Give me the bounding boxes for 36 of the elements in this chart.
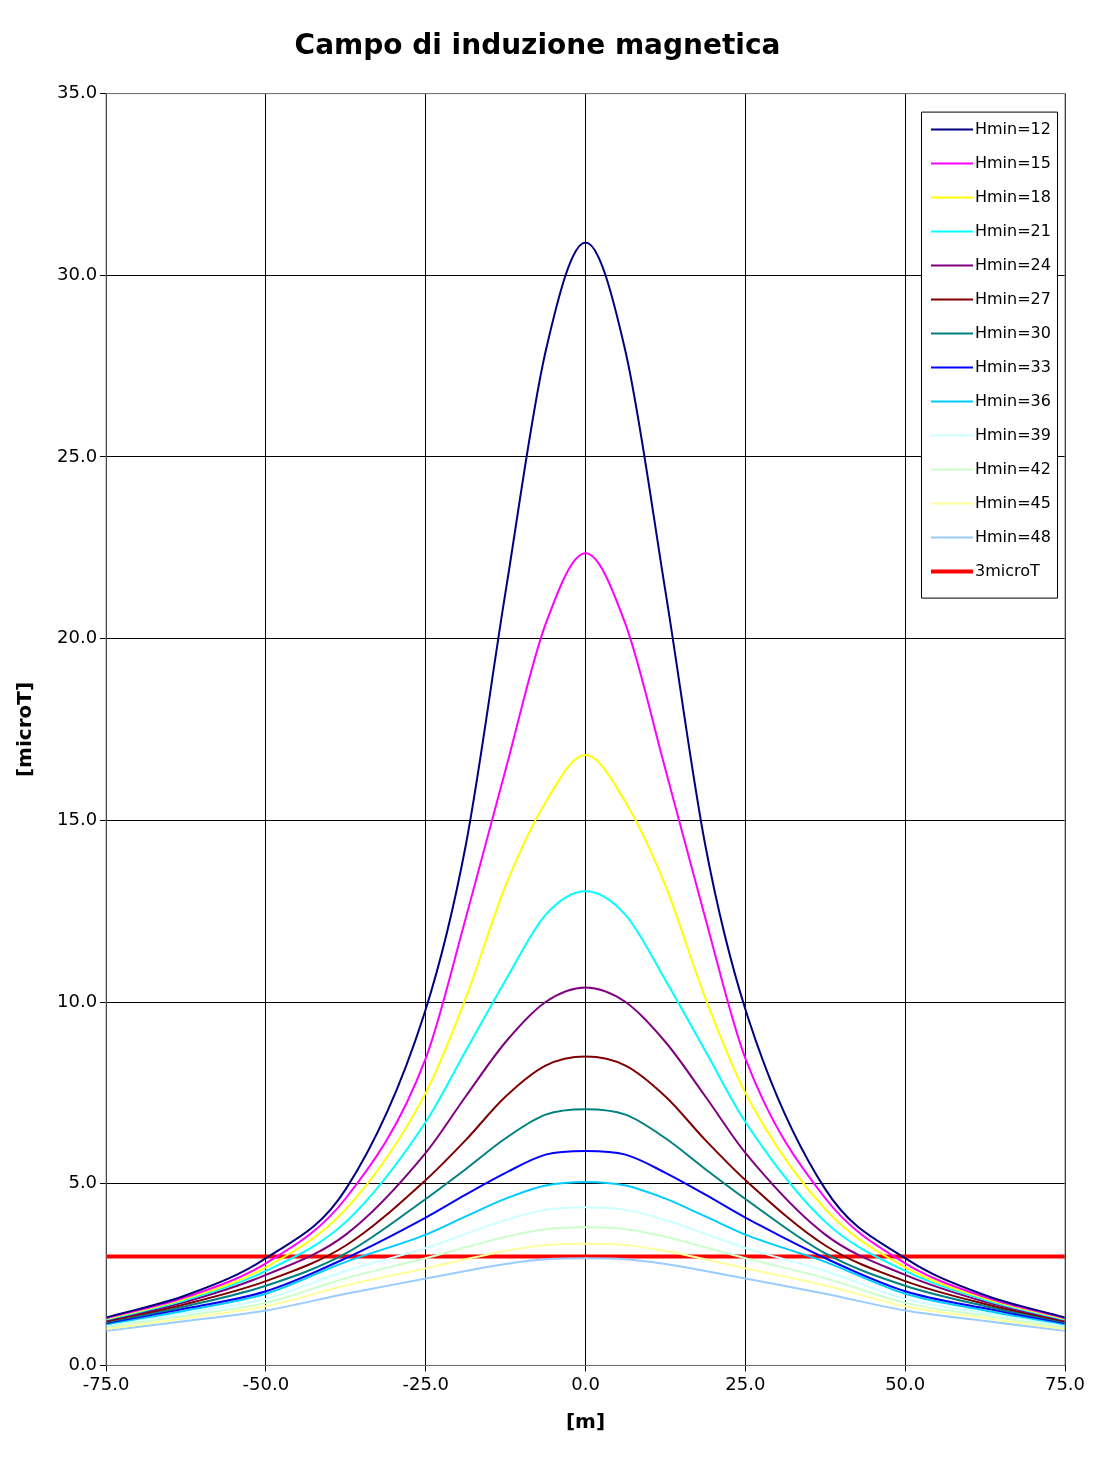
x-tick-label: 50.0 <box>885 1372 926 1394</box>
line-series <box>106 1206 1065 1327</box>
x-tick-label: -75.0 <box>82 1372 130 1394</box>
y-tick-label: 25.0 <box>57 444 98 466</box>
legend-label: Hmin=30 <box>975 322 1051 342</box>
x-tick-label: 0.0 <box>571 1372 600 1394</box>
legend-label: 3microT <box>975 560 1041 580</box>
y-tick-label: 35.0 <box>57 81 98 103</box>
legend-label: Hmin=39 <box>975 424 1051 444</box>
y-tick-label: 30.0 <box>57 262 98 284</box>
legend-label: Hmin=45 <box>975 492 1051 512</box>
legend-label: Hmin=24 <box>975 254 1051 274</box>
line-series <box>106 1226 1065 1329</box>
y-tick-label: 5.0 <box>68 1171 98 1193</box>
chart-title: Campo di induzione magnetica <box>294 28 781 62</box>
legend-label: Hmin=18 <box>975 186 1051 206</box>
x-tick-label: -25.0 <box>402 1372 450 1394</box>
y-tick-label: 0.0 <box>68 1353 98 1375</box>
legend-label: Hmin=15 <box>975 152 1051 172</box>
y-tick-label: 15.0 <box>57 808 98 830</box>
legend-label: Hmin=36 <box>975 390 1051 410</box>
legend-label: Hmin=48 <box>975 526 1051 546</box>
legend-label: Hmin=42 <box>975 458 1051 478</box>
x-tick-label: -50.0 <box>242 1372 290 1394</box>
line-series <box>106 1257 1065 1332</box>
legend-label: Hmin=27 <box>975 288 1051 308</box>
line-series <box>106 1242 1065 1331</box>
legend-label: Hmin=21 <box>975 220 1051 240</box>
y-tick-label: 10.0 <box>57 989 98 1011</box>
legend-label: Hmin=33 <box>975 356 1051 376</box>
x-axis-title: [m] <box>565 1409 606 1434</box>
y-axis-title: [microT] <box>12 681 37 778</box>
y-tick-label: 20.0 <box>57 626 98 648</box>
x-tick-label: 75.0 <box>1044 1372 1086 1394</box>
legend-label: Hmin=12 <box>975 118 1051 138</box>
x-tick-label: 25.0 <box>725 1372 766 1394</box>
